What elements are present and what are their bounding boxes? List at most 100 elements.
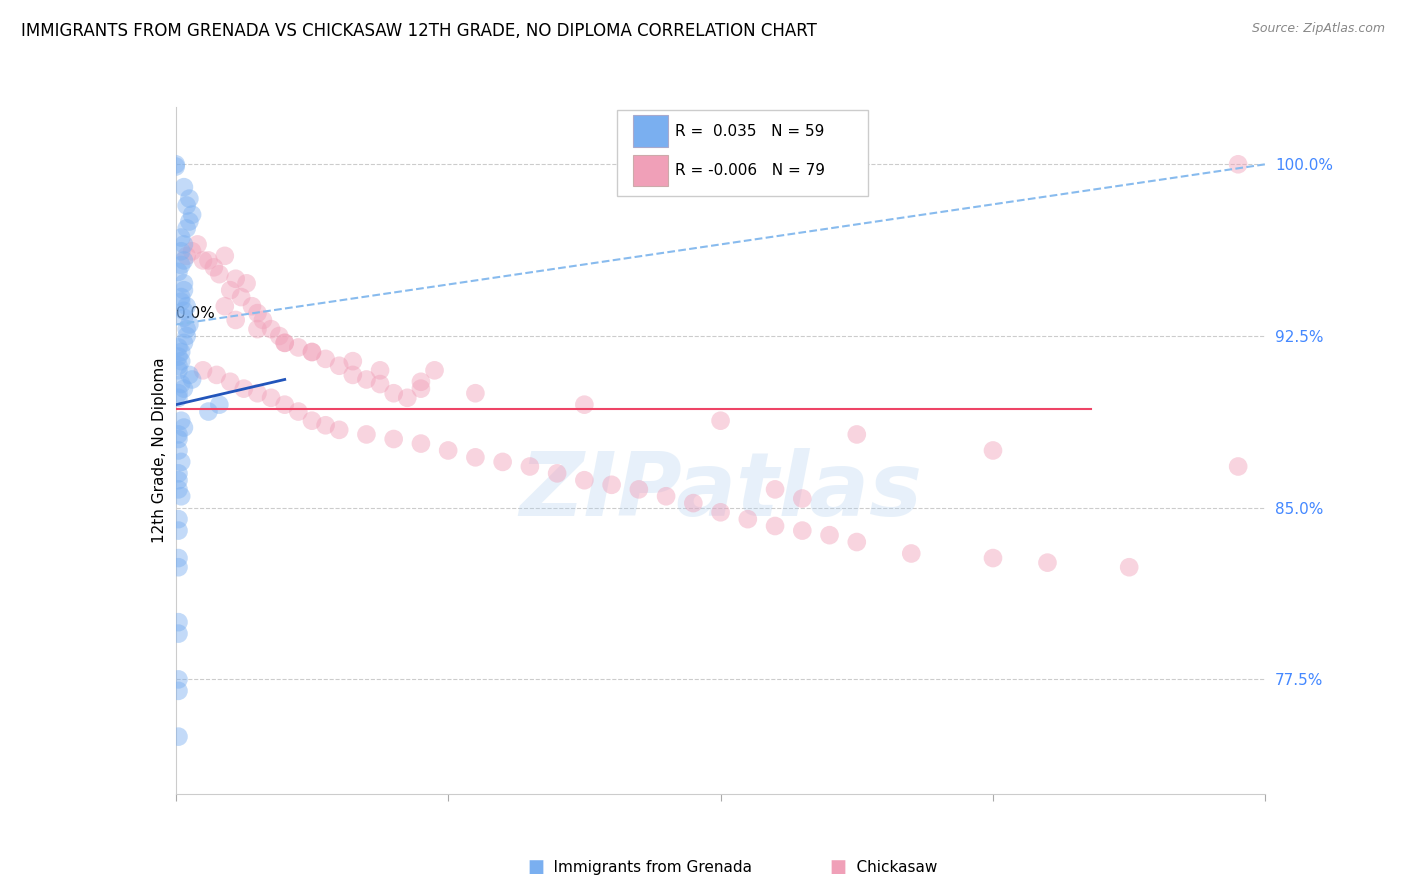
Point (225, 313, 247, 327)
Point (763, 483, 786, 497)
Point (167, 340, 190, 354)
Point (173, 237, 195, 252)
FancyBboxPatch shape (633, 155, 668, 186)
Point (176, 198, 198, 212)
Point (737, 512, 759, 526)
Point (173, 310, 195, 325)
Point (167, 512, 190, 526)
Point (328, 359, 350, 373)
Point (173, 180, 195, 194)
Point (167, 427, 190, 442)
Point (342, 354, 364, 368)
Point (260, 322, 283, 336)
Text: Immigrants from Grenada: Immigrants from Grenada (534, 860, 752, 874)
Point (710, 414, 733, 428)
Point (170, 455, 193, 469)
Point (181, 244, 204, 259)
Point (167, 391, 190, 405)
Point (167, 615, 190, 630)
Point (214, 299, 236, 313)
Point (368, 377, 391, 392)
Point (181, 372, 204, 386)
Point (167, 626, 190, 640)
Point (170, 244, 193, 259)
Point (167, 483, 190, 497)
Point (191, 363, 214, 377)
Point (167, 524, 190, 538)
Point (682, 496, 704, 510)
Text: IMMIGRANTS FROM GRENADA VS CHICKASAW 12TH GRADE, NO DIPLOMA CORRELATION CHART: IMMIGRANTS FROM GRENADA VS CHICKASAW 12T… (21, 22, 817, 40)
Point (170, 377, 193, 392)
Point (170, 230, 193, 244)
Point (208, 267, 231, 281)
Point (627, 483, 650, 497)
Point (792, 524, 814, 538)
Point (167, 473, 190, 487)
Point (235, 277, 257, 291)
Point (315, 351, 337, 366)
Text: R = -0.006   N = 79: R = -0.006 N = 79 (675, 163, 825, 178)
Point (205, 368, 228, 382)
Point (492, 455, 515, 469)
Point (176, 249, 198, 263)
Point (655, 489, 678, 503)
Point (301, 345, 323, 359)
Point (246, 322, 269, 336)
Point (274, 335, 297, 350)
Point (409, 436, 432, 450)
Point (181, 208, 204, 222)
Point (179, 368, 201, 382)
Point (409, 382, 432, 396)
Point (170, 414, 193, 428)
FancyBboxPatch shape (633, 115, 668, 147)
Point (260, 391, 283, 405)
Point (792, 491, 814, 506)
Point (600, 478, 623, 492)
Point (170, 345, 193, 359)
Text: ZIPatlas: ZIPatlas (519, 448, 922, 535)
Point (167, 467, 190, 481)
Point (219, 375, 242, 389)
Text: ■: ■ (830, 858, 846, 876)
Point (170, 290, 193, 304)
Point (167, 673, 190, 687)
Point (301, 414, 323, 428)
Point (173, 335, 195, 350)
Point (368, 363, 391, 377)
Point (173, 382, 195, 396)
Point (167, 551, 190, 566)
Point (269, 329, 291, 343)
Point (176, 329, 198, 343)
Point (167, 359, 190, 373)
Text: ■: ■ (527, 858, 544, 876)
Point (519, 459, 541, 474)
Text: R =  0.035   N = 59: R = 0.035 N = 59 (675, 124, 824, 139)
Point (225, 271, 247, 285)
Point (173, 253, 195, 268)
Point (176, 299, 198, 313)
Point (167, 265, 190, 279)
Point (167, 432, 190, 446)
Point (170, 354, 193, 368)
Point (287, 404, 309, 418)
Point (574, 398, 596, 412)
Point (342, 368, 364, 382)
Point (328, 423, 350, 437)
Point (167, 730, 190, 744)
Point (165, 157, 187, 171)
Point (232, 382, 254, 396)
Point (167, 386, 190, 401)
Point (167, 560, 190, 574)
Point (197, 404, 219, 418)
Point (981, 551, 1004, 566)
Point (191, 253, 214, 268)
Point (214, 249, 236, 263)
Point (197, 253, 219, 268)
Point (173, 277, 195, 291)
Point (165, 160, 187, 174)
Point (382, 432, 405, 446)
Point (845, 535, 868, 549)
Point (179, 214, 201, 228)
Point (240, 299, 263, 313)
Point (167, 350, 190, 364)
